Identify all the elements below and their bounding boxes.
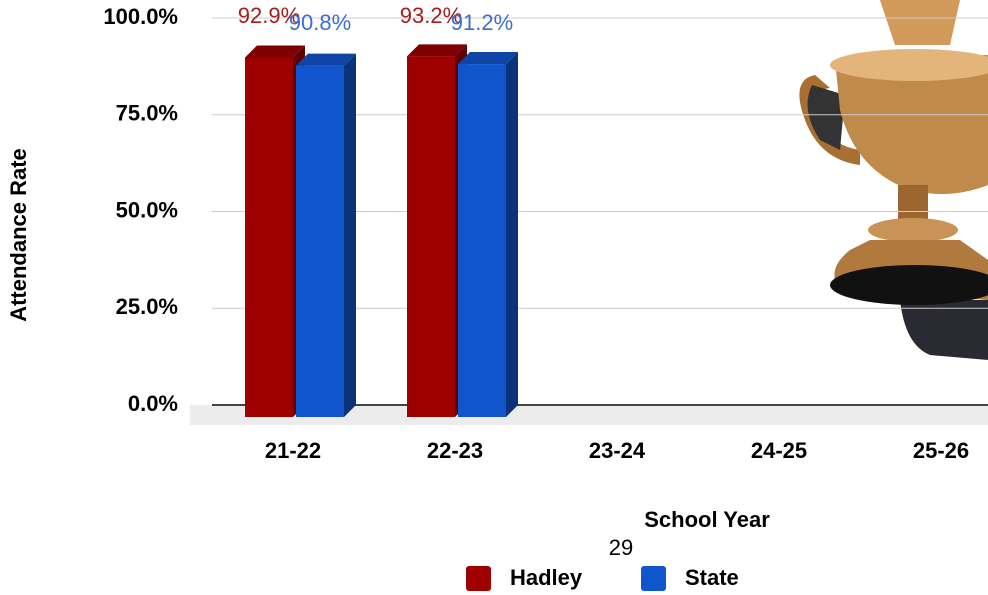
bar-top [245,45,305,58]
bar-side [506,52,518,417]
x-tick-label: 24-25 [751,438,807,463]
x-tick-label: 25-26 [913,438,969,463]
x-tick-label: 21-22 [265,438,321,463]
y-tick-label: 0.0% [128,391,178,416]
y-axis-title: Attendance Rate [6,148,31,322]
legend-label: Hadley [510,565,583,590]
legend-swatch [466,566,491,591]
trophy-illustration [799,0,988,360]
legend-label: State [685,565,739,590]
y-tick-label: 25.0% [116,294,178,319]
bar [245,57,293,418]
floor [190,405,988,425]
bar [458,64,506,417]
page-number: 29 [609,535,633,560]
bar-top [296,53,356,66]
data-label: 93.2% [400,3,462,28]
data-label: 92.9% [238,3,300,28]
x-axis-title: School Year [644,507,770,532]
y-tick-label: 100.0% [103,4,178,29]
bar-top [458,52,518,65]
y-tick-label: 75.0% [116,101,178,126]
bar [407,56,455,417]
bar-side [344,53,356,417]
y-tick-label: 50.0% [116,197,178,222]
bar [296,65,344,417]
x-tick-label: 23-24 [589,438,646,463]
data-label: 90.8% [289,10,351,35]
legend-swatch [641,566,666,591]
bar-top [407,44,467,57]
data-label: 91.2% [451,10,513,35]
x-tick-label: 22-23 [427,438,483,463]
